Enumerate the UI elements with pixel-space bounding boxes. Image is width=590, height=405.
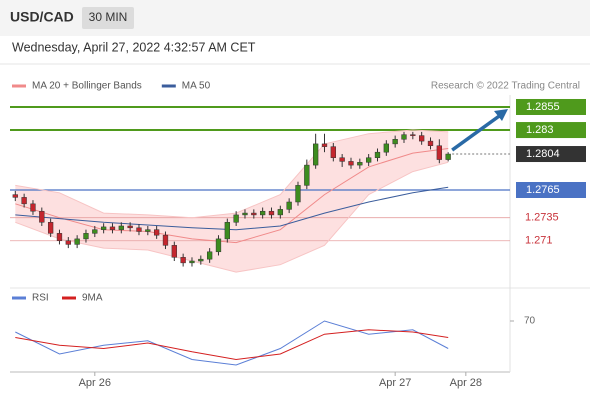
candle-body: [233, 214, 239, 223]
level-label-box: [516, 182, 586, 198]
candle-body: [198, 258, 204, 262]
moving-average: [15, 148, 449, 244]
candle-body: [251, 212, 257, 216]
candle-body: [21, 197, 27, 205]
candle-body: [268, 210, 275, 216]
rsi-line: [15, 329, 449, 361]
x-tick-label: Apr 28: [450, 377, 482, 389]
candle-body: [401, 134, 407, 140]
level-label: 1.283: [526, 124, 554, 136]
candle-body: [339, 157, 345, 162]
legend-label: RSI: [32, 293, 49, 304]
candle-body: [357, 162, 363, 166]
legend-label: 9MA: [82, 293, 103, 304]
level-label: 1.2804: [526, 148, 560, 160]
level-label-box: [516, 98, 586, 115]
candle-body: [74, 238, 80, 245]
candle-body: [206, 251, 213, 260]
level-label-box: [516, 146, 586, 163]
timeframe: 30 MIN: [89, 10, 128, 24]
candle-body: [39, 210, 45, 223]
candle-body: [260, 210, 266, 216]
candle-body: [419, 135, 425, 142]
chart-title: USD/CAD: [10, 9, 74, 25]
level-label: 1.2735: [525, 212, 559, 224]
subtitle: Wednesday, April 27, 2022 4:32:57 AM CET: [12, 40, 256, 54]
candle-body: [321, 143, 328, 147]
candle-body: [136, 227, 142, 232]
forecast-arrow: [451, 112, 504, 152]
rsi-line: [15, 320, 449, 366]
candle-body: [277, 209, 283, 216]
legend-label: MA 50: [182, 81, 211, 92]
candle-body: [242, 212, 248, 216]
candle-body: [286, 201, 292, 210]
candle-body: [445, 153, 451, 160]
candle-body: [330, 146, 336, 158]
candle-body: [162, 234, 169, 246]
candle-body: [313, 143, 319, 166]
candle-body: [366, 157, 372, 163]
forecast-arrowhead: [494, 108, 508, 121]
candle-body: [180, 257, 186, 264]
candle-body: [145, 229, 151, 232]
level-label: 1.2855: [526, 101, 560, 113]
x-tick-label: Apr 27: [379, 377, 411, 389]
rsi-tick-label: 70: [524, 316, 536, 327]
candle-body: [295, 185, 301, 203]
moving-average: [15, 186, 449, 231]
candle-body: [118, 225, 124, 230]
candle-body: [65, 240, 71, 245]
candle-body: [392, 139, 398, 145]
legend-label: MA 20 + Bollinger Bands: [32, 81, 142, 92]
candle-body: [410, 134, 416, 136]
candle-body: [189, 260, 195, 264]
x-tick-label: Apr 26: [79, 377, 111, 389]
candle-body: [171, 245, 177, 258]
candle-body: [127, 225, 133, 229]
candle-body: [436, 145, 442, 160]
candle-body: [153, 229, 160, 236]
candle-body: [83, 233, 89, 240]
band-lower: [15, 161, 449, 273]
candle-body: [215, 238, 222, 253]
candle-body: [348, 161, 354, 166]
candle-body: [374, 151, 381, 158]
candle-body: [304, 164, 310, 186]
candle-body: [383, 143, 389, 153]
bollinger-band: [15, 130, 449, 273]
level-label: 1.271: [525, 235, 553, 247]
source: Research © 2022 Trading Central: [431, 81, 580, 92]
level-label: 1.2765: [526, 184, 560, 196]
candle-body: [30, 203, 36, 212]
candle-body: [100, 226, 107, 230]
level-label-box: [516, 122, 586, 139]
candle-body: [56, 233, 63, 241]
candle-body: [427, 140, 434, 146]
candle-body: [92, 229, 98, 234]
candle-body: [109, 226, 116, 230]
candle-body: [47, 222, 54, 234]
timeframe-badge: [82, 7, 134, 29]
candle-body: [12, 194, 18, 198]
candle-body: [224, 222, 230, 240]
